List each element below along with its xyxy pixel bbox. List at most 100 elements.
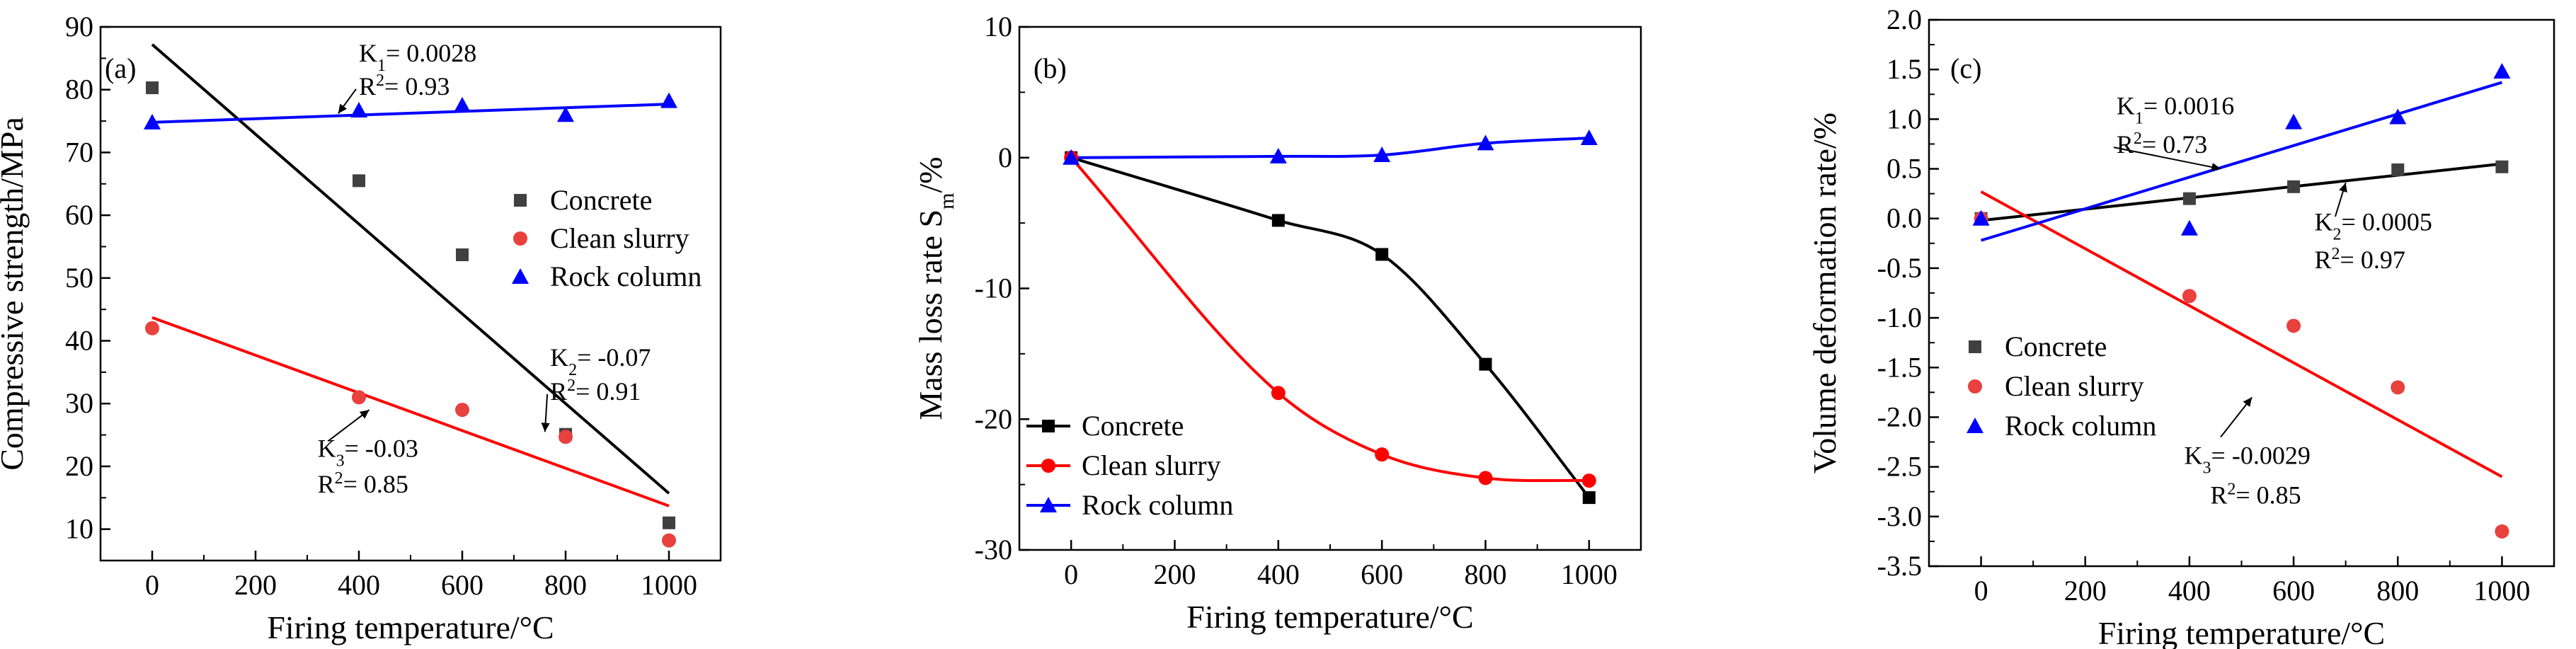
y-tick-label: 70 [65, 136, 93, 168]
plot-area [1063, 130, 1598, 505]
legend-label: Concrete [2005, 331, 2107, 362]
fit-line [151, 316, 670, 507]
y-tick-label: -20 [975, 403, 1012, 435]
x-tick-label: 400 [2168, 575, 2211, 607]
y-tick-label: 2.0 [1887, 4, 1922, 35]
x-tick-label: 400 [1257, 558, 1300, 590]
annotation: K1= 0.0016 [2117, 91, 2234, 127]
legend-label: Clean slurry [2005, 370, 2144, 402]
data-point [145, 321, 159, 335]
data-point [559, 430, 573, 444]
data-point [2493, 62, 2511, 79]
legend-label: Clean slurry [1082, 449, 1221, 481]
annotation-arrowhead [359, 410, 370, 419]
x-tick-label: 1000 [2473, 575, 2530, 607]
data-point [1271, 386, 1286, 401]
fit-line [1980, 190, 2503, 478]
data-point [2495, 160, 2509, 173]
legend-marker [1041, 459, 1055, 473]
annotation: K3= -0.0029 [2185, 441, 2311, 477]
data-point [454, 96, 471, 113]
y-tick-label: -10 [975, 272, 1012, 304]
x-tick-label: 800 [2376, 575, 2419, 607]
data-point [1581, 473, 1596, 488]
y-tick-label: 60 [65, 199, 93, 231]
legend-label: Rock column [1082, 489, 1233, 521]
y-tick-label: 40 [65, 325, 93, 357]
fit-line [151, 103, 670, 124]
data-point [2389, 108, 2407, 125]
data-point [2286, 318, 2301, 333]
x-tick-label: 1000 [641, 569, 697, 601]
data-point [2391, 380, 2405, 395]
panel-c: 0 200 400 600 800 1000 -3.5 -3.0 -2.5 -2.0 -1.5 -1.… [1807, 4, 2555, 649]
annotation: R2= 0.93 [359, 71, 450, 100]
panel-label: (b) [1034, 52, 1067, 84]
data-point [1375, 447, 1390, 462]
y-axis-title: Compressive strength/MPa [0, 117, 30, 471]
data-point [353, 174, 365, 188]
data-point [1373, 147, 1391, 163]
annotation: R2= 0.91 [550, 377, 641, 406]
data-point [2391, 163, 2405, 176]
y-tick-label: 1.5 [1887, 53, 1922, 85]
data-point [662, 533, 676, 548]
annotation-arrowhead [338, 103, 348, 114]
x-axis-title: Firing temperature/°C [1186, 599, 1473, 635]
y-tick-label: -1.0 [1877, 301, 1922, 333]
y-tick-label: 30 [65, 387, 93, 419]
data-point [2182, 192, 2196, 205]
y-tick-label: 20 [65, 450, 93, 482]
plot-area [144, 43, 677, 548]
annotation: K1= 0.0028 [359, 39, 476, 75]
x-tick-label: 200 [1154, 558, 1196, 590]
data-point [1063, 149, 1080, 165]
data-point [663, 516, 675, 529]
annotation: K2= -0.07 [550, 343, 651, 379]
annotation-arrowhead [2243, 397, 2252, 408]
legend-marker [1969, 340, 1981, 353]
data-point [1477, 134, 1494, 151]
annotation: R2= 0.85 [318, 469, 408, 498]
x-tick-label: 800 [1465, 558, 1507, 590]
data-point [2287, 180, 2301, 193]
legend-marker [514, 194, 527, 207]
x-tick-label: 800 [544, 569, 587, 601]
legend-marker [1040, 497, 1057, 512]
x-tick-label: 400 [338, 569, 380, 601]
series-line [1070, 156, 1591, 499]
fit-line [1981, 81, 2502, 242]
legend-label: Rock column [2005, 410, 2156, 442]
data-point [455, 403, 469, 418]
legend-marker [1042, 420, 1055, 432]
x-tick-label: 600 [1361, 558, 1403, 590]
legend-label: Concrete [1082, 410, 1184, 442]
legend-label: Concrete [550, 184, 652, 216]
data-point [1479, 357, 1492, 371]
data-point [146, 81, 159, 95]
annotation: R2= 0.73 [2117, 130, 2207, 159]
y-tick-label: 1.0 [1887, 103, 1922, 134]
y-tick-label: -0.5 [1877, 252, 1922, 284]
x-tick-label: 0 [145, 569, 159, 601]
y-tick-label: 0.5 [1887, 153, 1922, 185]
x-tick-label: 200 [2064, 575, 2107, 607]
y-tick-label: 0.0 [1887, 202, 1922, 234]
legend-marker [1967, 418, 1983, 433]
x-tick-label: 0 [1064, 558, 1078, 590]
annotation: K3= -0.03 [318, 435, 418, 471]
y-tick-label: 10 [65, 513, 93, 545]
x-tick-label: 1000 [1561, 558, 1618, 590]
panel-b: 0 200 400 600 800 1000 -30 -20 -10 0 10 Firing temp… [912, 11, 1642, 635]
y-tick-label: -2.0 [1877, 401, 1922, 432]
data-point [352, 390, 366, 405]
x-tick-label: 0 [1974, 575, 1988, 607]
series-line [1070, 156, 1589, 483]
y-tick-label: 10 [984, 11, 1012, 42]
y-axis-title: Volume deformation rate/% [1807, 113, 1843, 473]
y-tick-label: -3.5 [1877, 550, 1922, 582]
data-point [1580, 130, 1598, 146]
x-axis-title: Firing temperature/°C [2098, 615, 2385, 649]
y-tick-label: 50 [65, 262, 93, 294]
